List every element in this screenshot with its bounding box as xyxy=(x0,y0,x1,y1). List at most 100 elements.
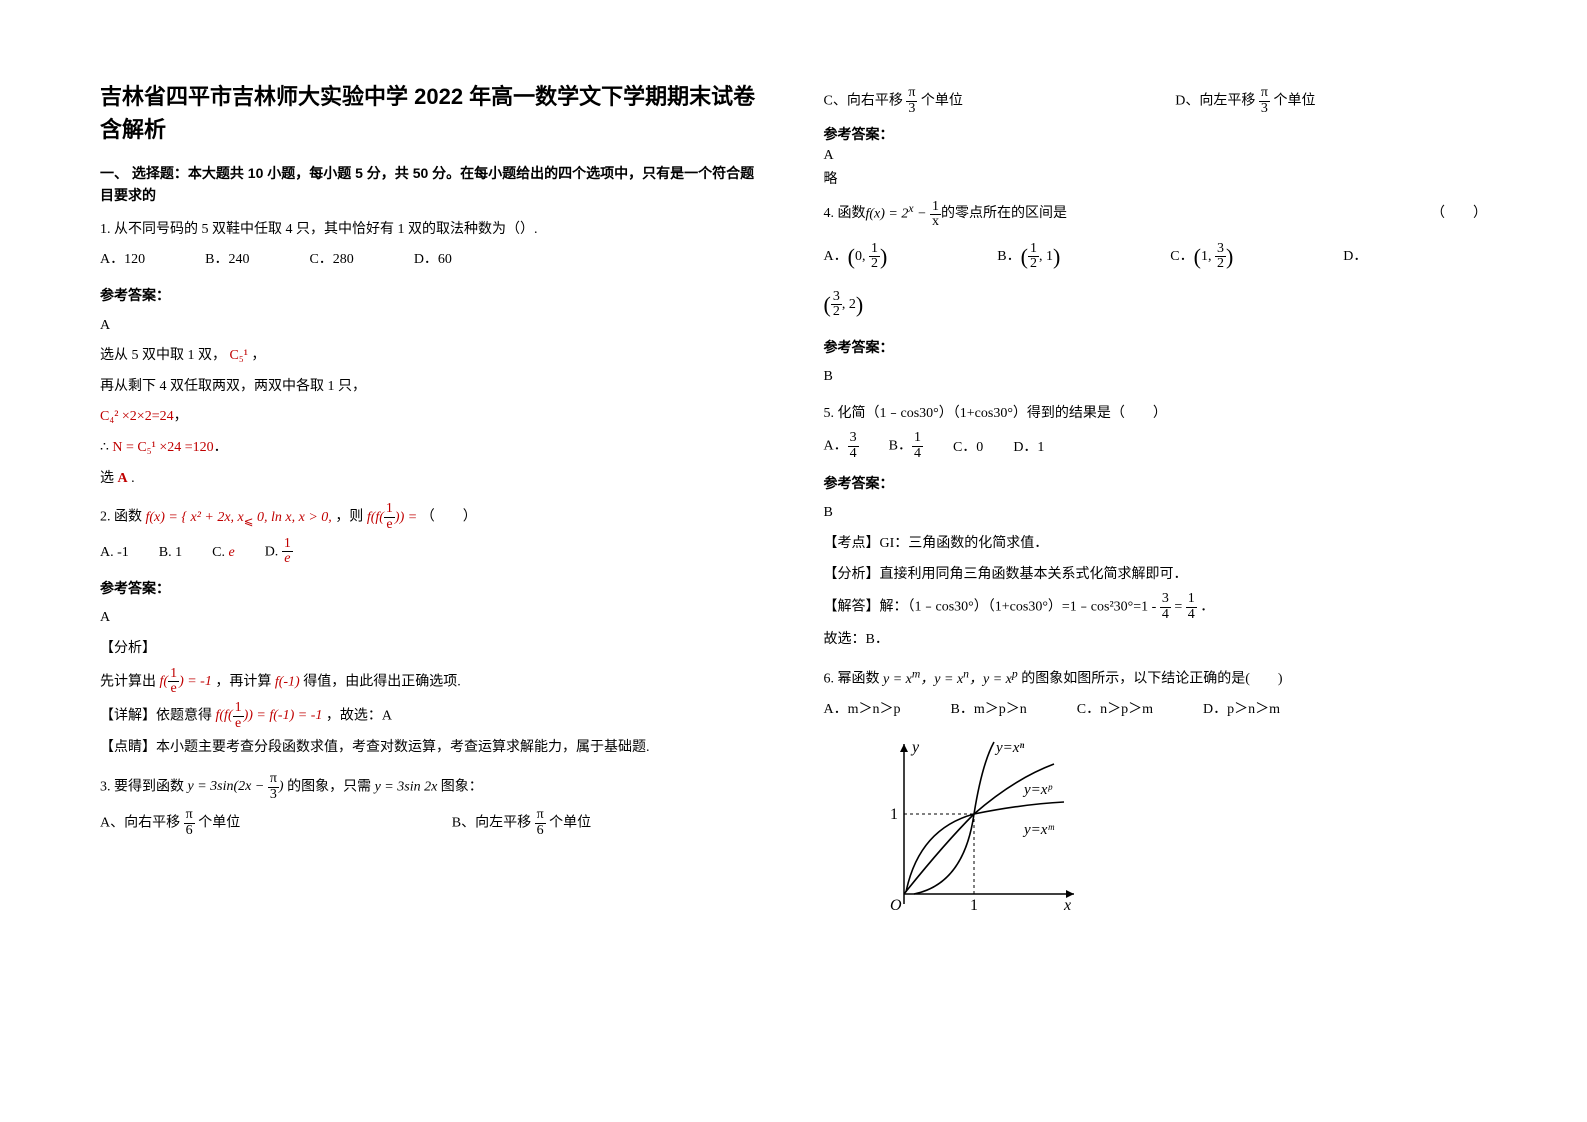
q2-ans: A xyxy=(100,605,764,632)
q5-l1: 【考点】GI：三角函数的化简求值． xyxy=(824,531,1488,558)
q2-l1-eq2: f(-1) xyxy=(275,674,300,689)
q5-explain: 【考点】GI：三角函数的化简求值． 【分析】直接利用同角三角函数基本关系式化简求… xyxy=(824,531,1488,653)
q6-stemA: 6. 幂函数 xyxy=(824,672,884,687)
q4-stemB: 的零点所在的区间是 xyxy=(941,201,1067,228)
q2-l2b: ，故选：A xyxy=(326,708,392,723)
q3-options-cd: C、向右平移 π3 个单位 D、向左平移 π3 个单位 xyxy=(824,86,1488,116)
q5-optB: B．14 xyxy=(889,431,923,461)
q1-l1b: C₅¹ xyxy=(230,348,248,363)
q6-options: A．m＞n＞p B．m＞p＞n C．n＞p＞m D．p＞n＞m xyxy=(824,697,1488,724)
q5-l3b: = xyxy=(1174,600,1185,615)
q2-optC: C. e xyxy=(212,540,235,567)
q3-optD: D、向左平移 π3 个单位 xyxy=(1175,86,1487,116)
q2-optA: A. -1 xyxy=(100,540,129,567)
q4-optD-interval: (32, 2) xyxy=(824,284,1488,326)
q5-l4: 故选：B． xyxy=(824,627,1488,654)
svg-text:1: 1 xyxy=(890,806,898,823)
q2-ff1e: f(f(1e)) = xyxy=(367,510,417,525)
question-4: 4. 函数 f(x) = 2x − 1x 的零点所在的区间是 （ ） A．(0,… xyxy=(824,198,1488,390)
q1-ans: A xyxy=(100,313,764,340)
q2-optB: B. 1 xyxy=(159,540,182,567)
q4-stemA: 4. 函数 xyxy=(824,201,866,228)
page-title: 吉林省四平市吉林师大实验中学 2022 年高一数学文下学期期末试卷含解析 xyxy=(100,80,764,146)
q5-l2: 【分析】直接利用同角三角函数基本关系式化简求解即可． xyxy=(824,562,1488,589)
q3-func1: y = 3sin(2x − π3) xyxy=(188,779,284,794)
q2-ans-label: 参考答案： xyxy=(100,575,764,602)
q5-ans-label: 参考答案： xyxy=(824,470,1488,497)
q5-stem: 5. 化简（1﹣cos30°）（1+cos30°）得到的结果是（ ） xyxy=(824,401,1488,428)
q1-l4b: N = C₅¹ ×24 =120 xyxy=(112,440,213,455)
q2-fx-label: 【分析】 xyxy=(100,636,764,663)
q2-l1a: 先计算出 xyxy=(100,674,160,689)
q3-ans: A xyxy=(824,148,1488,164)
q5-optC: C．0 xyxy=(953,435,983,462)
question-5: 5. 化简（1﹣cos30°）（1+cos30°）得到的结果是（ ） A．34 … xyxy=(824,401,1488,653)
question-3: 3. 要得到函数 y = 3sin(2x − π3) 的图象，只需 y = 3s… xyxy=(100,772,764,839)
svg-text:y=xⁿ: y=xⁿ xyxy=(994,740,1024,756)
q4-func: f(x) = 2x − 1x xyxy=(866,198,942,230)
q6-optB: B．m＞p＞n xyxy=(951,697,1027,724)
q4-options: A．(0, 12) B．(12, 1) C．(1, 32) D． xyxy=(824,236,1488,278)
q1-l5b: A xyxy=(118,471,128,486)
svg-text:O: O xyxy=(890,897,902,914)
q2-l1c: 得值，由此得出正确选项. xyxy=(303,674,461,689)
svg-text:y=xᵐ: y=xᵐ xyxy=(1022,822,1054,838)
q2-stemB: ，则 xyxy=(335,510,367,525)
q4-optB: B．(12, 1) xyxy=(997,236,1060,278)
q1-l4a: ∴ xyxy=(100,440,112,455)
q6-optD: D．p＞n＞m xyxy=(1203,697,1280,724)
q6-optC: C．n＞p＞m xyxy=(1077,697,1153,724)
q3-l1: 略 xyxy=(824,168,1488,188)
svg-text:1: 1 xyxy=(970,897,978,914)
q1-l2: 再从剩下 4 双任取两双，两双中各取 1 只， xyxy=(100,374,764,401)
q1-optC: C．280 xyxy=(309,247,353,274)
q2-l1-eq1: f(1e) = -1 xyxy=(160,674,212,689)
q1-options: A．120 B．240 C．280 D．60 xyxy=(100,247,764,274)
q6-funcs: y = xm，y = xn，y = xp xyxy=(883,672,1018,687)
q2-l1b: ，再计算 xyxy=(215,674,275,689)
q2-l2-eq: f(f(1e)) = f(-1) = -1 xyxy=(216,708,323,723)
q4-optC: C．(1, 32) xyxy=(1170,236,1233,278)
svg-text:x: x xyxy=(1063,897,1071,914)
question-2: 2. 函数 f(x) = { x² + 2x, x⩽ 0, ln x, x > … xyxy=(100,502,764,762)
svg-text:y: y xyxy=(910,739,920,756)
q4-ans-label: 参考答案： xyxy=(824,334,1488,361)
q2-l2a: 【详解】依题意得 xyxy=(100,708,216,723)
q6-optA: A．m＞n＞p xyxy=(824,697,901,724)
section-heading: 一、 选择题：本大题共 10 小题，每小题 5 分，共 50 分。在每小题给出的… xyxy=(100,162,764,207)
q5-options: A．34 B．14 C．0 D．1 xyxy=(824,431,1488,461)
q3-stemC: 图象： xyxy=(441,779,483,794)
q1-optA: A．120 xyxy=(100,247,145,274)
q4-ans: B xyxy=(824,364,1488,391)
q2-stemA: 2. 函数 xyxy=(100,510,146,525)
q1-ans-label: 参考答案： xyxy=(100,282,764,309)
q1-l1a: 选从 5 双中取 1 双， xyxy=(100,348,226,363)
q5-l3c: ． xyxy=(1200,600,1214,615)
q3-func2: y = 3sin 2x xyxy=(375,779,438,794)
q1-l5a: 选 xyxy=(100,471,114,486)
q3-ans-label: 参考答案： xyxy=(824,124,1488,144)
q6-stemB: 的图象如图所示，以下结论正确的是( ) xyxy=(1021,672,1282,687)
q3-stemA: 3. 要得到函数 xyxy=(100,779,188,794)
q4-optD: D． xyxy=(1343,244,1367,271)
q3-optC: C、向右平移 π3 个单位 xyxy=(824,86,1136,116)
q4-stemC: （ ） xyxy=(1431,201,1487,228)
q2-options: A. -1 B. 1 C. e D. 1e xyxy=(100,537,764,567)
power-func-graph: 1 1 O x y y=xⁿ y=xᵖ y=xᵐ xyxy=(864,734,1084,914)
question-1: 1. 从不同号码的 5 双鞋中任取 4 只，其中恰好有 1 双的取法种数为（）.… xyxy=(100,217,764,492)
q2-explain: 先计算出 f(1e) = -1 ，再计算 f(-1) 得值，由此得出正确选项. … xyxy=(100,667,764,762)
q1-l1c: ， xyxy=(251,348,265,363)
q3-options: A、向右平移 π6 个单位 B、向左平移 π6 个单位 xyxy=(100,808,764,838)
q5-optD: D．1 xyxy=(1013,435,1044,462)
q3-optB: B、向左平移 π6 个单位 xyxy=(452,808,764,838)
q4-optA: A．(0, 12) xyxy=(824,236,888,278)
question-6: 6. 幂函数 y = xm，y = xn，y = xp 的图象如图所示，以下结论… xyxy=(824,663,1488,924)
q2-l3: 【点睛】本小题主要考查分段函数求值，考查对数运算，考查运算求解能力，属于基础题. xyxy=(100,735,764,762)
q1-explain: 选从 5 双中取 1 双， C₅¹ ， 再从剩下 4 双任取两双，两双中各取 1… xyxy=(100,343,764,492)
q5-ans: B xyxy=(824,500,1488,527)
q1-l3: C₄² ×2×2=24 xyxy=(100,409,174,424)
q3-optA: A、向右平移 π6 个单位 xyxy=(100,808,412,838)
q6-graph: 1 1 O x y y=xⁿ y=xᵖ y=xᵐ xyxy=(864,734,1488,925)
q1-optB: B．240 xyxy=(205,247,249,274)
q2-fx-piecewise: f(x) = { x² + 2x, x⩽ 0, ln x, x > 0, xyxy=(146,510,336,525)
